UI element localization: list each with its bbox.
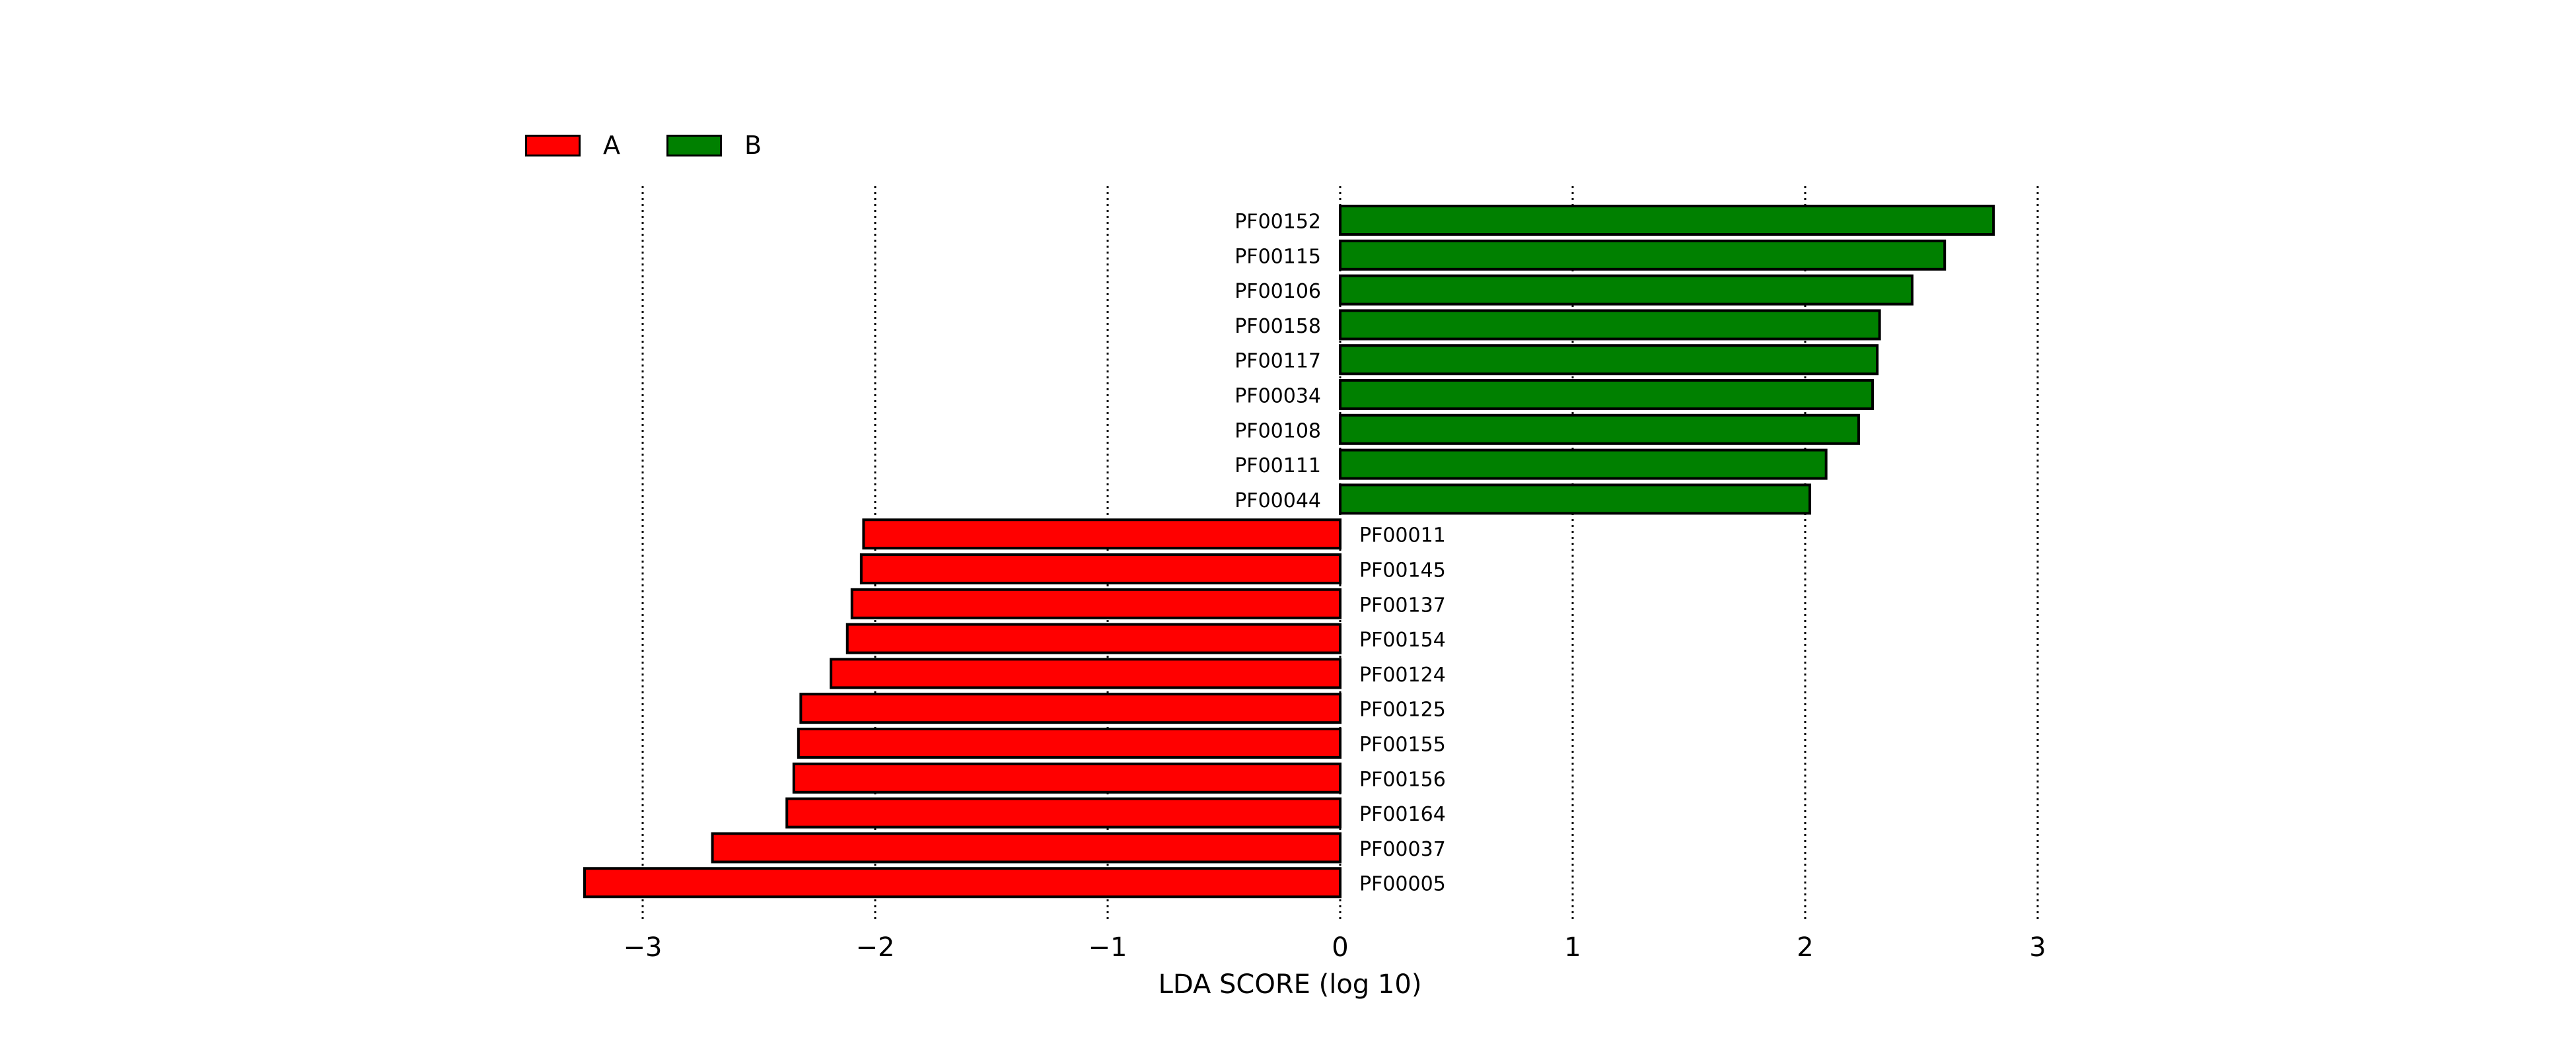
bar-label: PF00011 bbox=[1359, 524, 1446, 547]
legend-label-a: A bbox=[603, 131, 620, 160]
bar bbox=[862, 518, 1342, 550]
bar bbox=[1339, 274, 1914, 306]
legend-swatch-b bbox=[666, 134, 722, 156]
bar-label: PF00137 bbox=[1359, 594, 1446, 617]
bar bbox=[711, 832, 1342, 864]
bar bbox=[1339, 309, 1881, 341]
bar-label: PF00154 bbox=[1359, 629, 1446, 652]
bar-label: PF00115 bbox=[1234, 245, 1321, 268]
bar-label: PF00152 bbox=[1234, 211, 1321, 234]
bar bbox=[859, 553, 1342, 584]
bar-label: PF00155 bbox=[1359, 734, 1446, 757]
bar bbox=[1339, 413, 1860, 445]
bar bbox=[1339, 483, 1812, 515]
bar bbox=[1339, 379, 1875, 410]
bar-label: PF00164 bbox=[1359, 803, 1446, 826]
legend: A B bbox=[525, 131, 808, 160]
bar-label: PF00156 bbox=[1359, 768, 1446, 791]
bar bbox=[1339, 239, 1947, 271]
bar-label: PF00108 bbox=[1234, 419, 1321, 442]
bar-label: PF00106 bbox=[1234, 280, 1321, 303]
x-axis-label: LDA SCORE (log 10) bbox=[1158, 969, 1422, 1000]
legend-item-b: B bbox=[666, 131, 762, 160]
bar bbox=[830, 658, 1342, 689]
legend-swatch-a bbox=[525, 134, 581, 156]
x-tick-label: −3 bbox=[624, 932, 662, 963]
bar bbox=[1339, 448, 1828, 480]
x-tick-label: 3 bbox=[2029, 932, 2046, 963]
x-tick-label: 1 bbox=[1564, 932, 1581, 963]
legend-label-b: B bbox=[744, 131, 762, 160]
x-tick-label: −2 bbox=[856, 932, 895, 963]
bar-label: PF00125 bbox=[1359, 699, 1446, 722]
bar bbox=[1339, 344, 1879, 376]
x-tick-label: 0 bbox=[1332, 932, 1348, 963]
legend-item-a: A bbox=[525, 131, 620, 160]
bar-label: PF00044 bbox=[1234, 489, 1321, 512]
bar bbox=[845, 623, 1342, 654]
bar bbox=[785, 797, 1342, 829]
bar bbox=[797, 728, 1342, 759]
bar-label: PF00124 bbox=[1359, 664, 1446, 687]
x-tick-label: 2 bbox=[1797, 932, 1813, 963]
bar-label: PF00005 bbox=[1359, 873, 1446, 896]
x-tick-label: −1 bbox=[1089, 932, 1127, 963]
bar-label: PF00117 bbox=[1234, 350, 1321, 373]
bar bbox=[1339, 205, 1995, 236]
bar bbox=[583, 867, 1342, 899]
bar-label: PF00158 bbox=[1234, 315, 1321, 338]
bar-label: PF00037 bbox=[1359, 838, 1446, 861]
bar bbox=[850, 588, 1342, 619]
bar bbox=[799, 693, 1342, 724]
bar-label: PF00034 bbox=[1234, 385, 1321, 408]
bar-label: PF00111 bbox=[1234, 454, 1321, 477]
bar bbox=[792, 762, 1342, 794]
bar-label: PF00145 bbox=[1359, 559, 1446, 582]
